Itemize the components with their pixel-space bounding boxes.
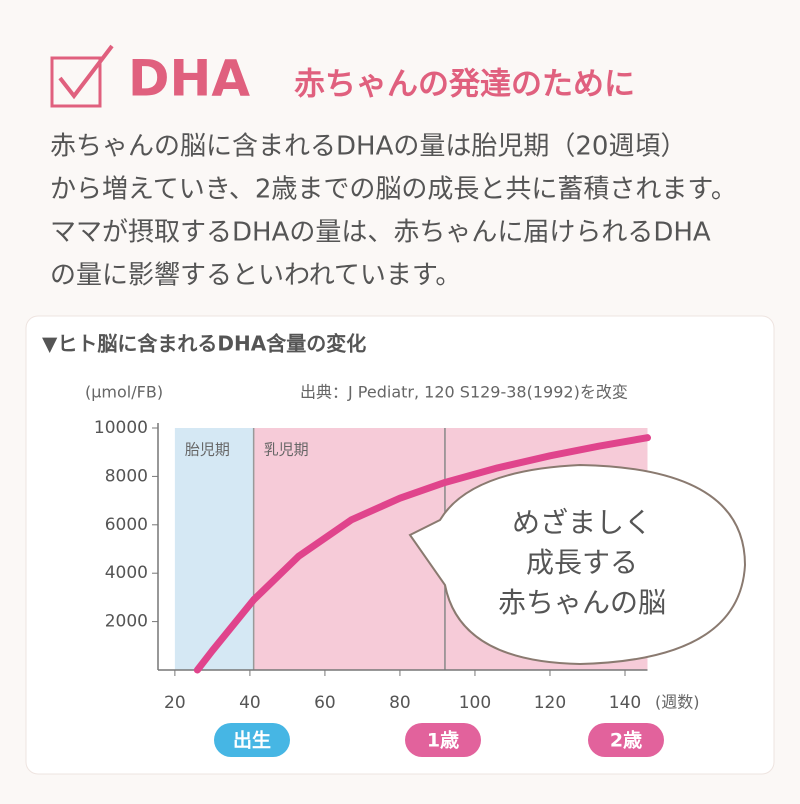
period-label: 乳児期 — [264, 441, 309, 459]
dha-curve — [193, 434, 651, 674]
age-badge — [588, 723, 664, 757]
plot: 胎児期 乳児期 2000 4000 6000 8000 10000 20 40 60 80 100 12… — [94, 418, 747, 757]
header-title: DHA — [128, 50, 250, 108]
callout-text: めざましく — [512, 506, 652, 539]
paragraph-line: から増えていき、2歳までの脳の成長と共に蓄積されます。 — [50, 175, 737, 205]
x-axis-label: (週数) — [655, 693, 700, 712]
chart-title: ▼ヒト脳に含まれるDHA含量の変化 — [42, 332, 366, 356]
y-tick-label: 8000 — [105, 466, 148, 486]
x-tick-label: 80 — [389, 693, 411, 713]
x-tick-label: 40 — [239, 693, 261, 713]
y-tick-label: 2000 — [105, 612, 148, 632]
period-region — [174, 428, 254, 670]
x-tick-label: 120 — [534, 693, 566, 713]
age-badge — [405, 723, 481, 757]
paragraph-line: の量に影響するといわれています。 — [50, 261, 461, 291]
period-label: 胎児期 — [185, 441, 230, 459]
age-badge-label: 出生 — [233, 729, 271, 752]
paragraph-line: ママが摂取するDHAの量は、赤ちゃんに届けられるDHA — [50, 218, 711, 248]
y-tick-label: 4000 — [105, 563, 148, 583]
callout-text: 赤ちゃんの脳 — [498, 586, 666, 619]
y-axis-label: (μmol/FB) — [85, 383, 163, 402]
y-tick-label: 10000 — [94, 418, 148, 438]
x-tick-label: 100 — [459, 693, 491, 713]
age-badge-label: 2歳 — [610, 730, 642, 752]
age-badge — [214, 723, 290, 757]
x-tick-label: 140 — [609, 693, 641, 713]
y-tick-label: 6000 — [105, 515, 148, 535]
speech-bubble — [408, 463, 747, 666]
checkbox-icon — [50, 56, 102, 108]
age-badge-label: 1歳 — [427, 730, 459, 752]
header-subtitle: 赤ちゃんの発達のために — [294, 67, 635, 103]
paragraph: 赤ちゃんの脳に含まれるDHAの量は胎児期（20週頃） から増えていき、2歳までの脳… — [50, 132, 737, 291]
callout-text: 成長する — [526, 546, 638, 579]
x-tick-label: 60 — [314, 693, 336, 713]
paragraph-line: 赤ちゃんの脳に含まれるDHAの量は胎児期（20週頃） — [50, 132, 686, 162]
check-mark-icon — [58, 44, 114, 100]
source-note: 出典：J Pediatr, 120 S129-38(1992)を改変 — [300, 383, 628, 402]
x-tick-label: 20 — [164, 693, 186, 713]
